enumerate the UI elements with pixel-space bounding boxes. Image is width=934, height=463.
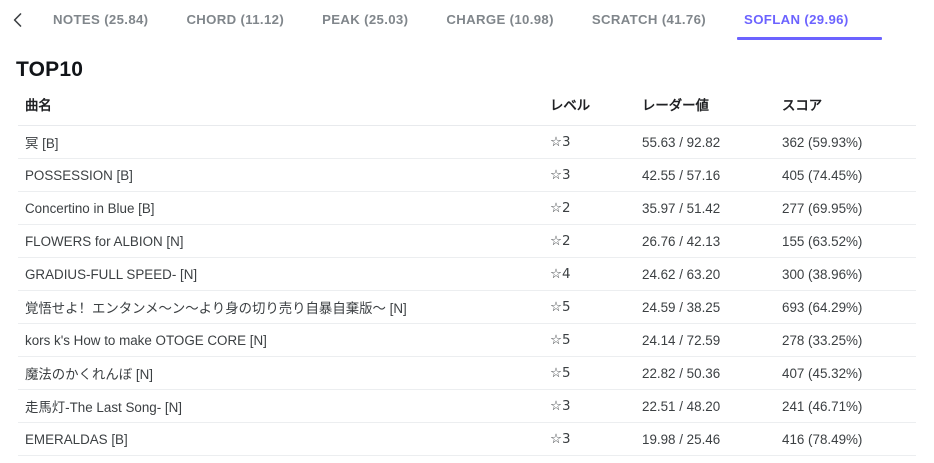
table-row: 魔法のかくれんぼ [N] ☆5 22.82 / 50.36 407 (45.32%) [18,356,916,390]
tab-charge[interactable]: CHARGE (10.98) [446,12,554,27]
page-title: TOP10 [16,58,84,81]
tab-scroll-prev-button[interactable] [0,0,34,40]
cell-score: 278 (33.25%) [782,323,916,357]
table-row: EMERALDAS [B] ☆3 19.98 / 25.46 416 (78.49%) [18,422,916,456]
tab-bar: NOTES (25.84) CHORD (11.12) PEAK (25.03)… [0,0,934,40]
cell-level: ☆3 [550,158,642,192]
chevron-left-icon [13,13,22,27]
table-row: 走馬灯-The Last Song- [N] ☆3 22.51 / 48.20 241… [18,389,916,423]
table-row: kors k's How to make OTOGE CORE [N] ☆5 24.… [18,323,916,357]
cell-score: 416 (78.49%) [782,422,916,456]
cell-radar-value: 22.82 / 50.36 [642,356,782,390]
cell-level: ☆2 [550,224,642,258]
table-body: 冥 [B] ☆3 55.63 / 92.82 362 (59.93%) POSSESSI… [18,125,916,456]
cell-radar-value: 24.62 / 63.20 [642,257,782,291]
cell-level: ☆5 [550,290,642,324]
cell-radar-value: 35.97 / 51.42 [642,191,782,225]
table-row: 冥 [B] ☆3 55.63 / 92.82 362 (59.93%) [18,125,916,159]
column-header-title: 曲名 [18,94,550,126]
table-row: POSSESSION [B] ☆3 42.55 / 57.16 405 (74.45%… [18,158,916,192]
cell-level: ☆2 [550,191,642,225]
cell-score: 362 (59.93%) [782,125,916,159]
cell-song-title: 覚悟せよ！エンタンメ〜ン〜より身の切り売り自暴自棄版〜 [N] [18,290,550,324]
cell-song-title: 走馬灯-The Last Song- [N] [18,389,550,423]
cell-score: 241 (46.71%) [782,389,916,423]
table-row: 覚悟せよ！エンタンメ〜ン〜より身の切り売り自暴自棄版〜 [N] ☆5 24.59 /… [18,290,916,324]
table-header: 曲名 レベル レーダー値 スコア [18,94,916,126]
cell-radar-value: 55.63 / 92.82 [642,125,782,159]
cell-song-title: FLOWERS for ALBION [N] [18,224,550,258]
cell-score: 155 (63.52%) [782,224,916,258]
active-tab-indicator [737,37,882,40]
cell-radar-value: 24.14 / 72.59 [642,323,782,357]
cell-song-title: EMERALDAS [B] [18,422,550,456]
cell-song-title: 魔法のかくれんぼ [N] [18,356,550,390]
cell-level: ☆5 [550,323,642,357]
cell-song-title: GRADIUS-FULL SPEED- [N] [18,257,550,291]
cell-score: 693 (64.29%) [782,290,916,324]
cell-radar-value: 22.51 / 48.20 [642,389,782,423]
cell-level: ☆4 [550,257,642,291]
cell-level: ☆3 [550,125,642,159]
table-row: Concertino in Blue [B] ☆2 35.97 / 51.42 277… [18,191,916,225]
cell-score: 405 (74.45%) [782,158,916,192]
cell-song-title: Concertino in Blue [B] [18,191,550,225]
table-header-row: 曲名 レベル レーダー値 スコア [18,94,916,126]
cell-song-title: 冥 [B] [18,125,550,159]
table-row: FLOWERS for ALBION [N] ☆2 26.76 / 42.13 155… [18,224,916,258]
tab-peak[interactable]: PEAK (25.03) [322,12,409,27]
cell-score: 407 (45.32%) [782,356,916,390]
cell-radar-value: 42.55 / 57.16 [642,158,782,192]
cell-score: 277 (69.95%) [782,191,916,225]
cell-score: 300 (38.96%) [782,257,916,291]
tab-chord[interactable]: CHORD (11.12) [186,12,285,27]
cell-level: ☆5 [550,356,642,390]
table-row: GRADIUS-FULL SPEED- [N] ☆4 24.62 / 63.20 30… [18,257,916,291]
cell-radar-value: 24.59 / 38.25 [642,290,782,324]
cell-song-title: kors k's How to make OTOGE CORE [N] [18,323,550,357]
cell-radar-value: 26.76 / 42.13 [642,224,782,258]
cell-radar-value: 19.98 / 25.46 [642,422,782,456]
tab-notes[interactable]: NOTES (25.84) [53,12,149,27]
column-header-radar: レーダー値 [642,94,782,126]
tab-soflan[interactable]: SOFLAN (29.96) [744,12,849,27]
cell-level: ☆3 [550,422,642,456]
column-header-score: スコア [782,94,916,126]
cell-level: ☆3 [550,389,642,423]
column-header-level: レベル [550,94,642,126]
tab-scratch[interactable]: SCRATCH (41.76) [591,12,707,27]
top10-table-container: 曲名 レベル レーダー値 スコア 冥 [B] ☆3 55.63 / 92.82 362… [0,82,934,456]
cell-song-title: POSSESSION [B] [18,158,550,192]
top10-table: 曲名 レベル レーダー値 スコア 冥 [B] ☆3 55.63 / 92.82 362… [18,94,916,456]
